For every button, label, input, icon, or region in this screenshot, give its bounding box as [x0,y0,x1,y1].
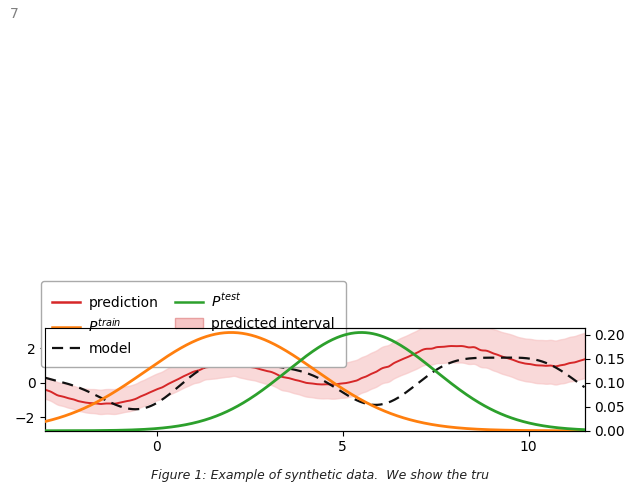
Text: 7: 7 [10,7,19,21]
Text: Figure 1: Example of synthetic data.  We show the tru: Figure 1: Example of synthetic data. We … [151,469,489,482]
Legend: prediction, $P^{train}$, model, $P^{test}$, predicted interval: prediction, $P^{train}$, model, $P^{test… [41,281,346,367]
